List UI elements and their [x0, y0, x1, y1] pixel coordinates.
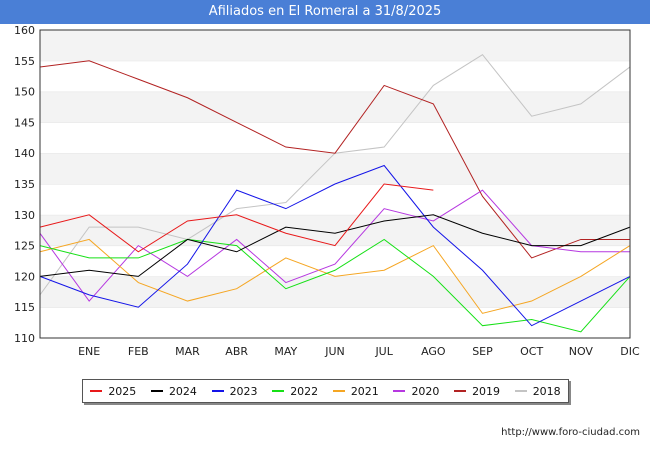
- grid-band: [40, 245, 630, 277]
- y-tick-label: 145: [14, 116, 35, 129]
- legend-item-2025: 2025: [90, 385, 136, 398]
- x-tick-label: AGO: [421, 345, 446, 358]
- grid-band: [40, 214, 630, 246]
- legend-swatch: [211, 390, 224, 392]
- grid-band: [40, 184, 630, 215]
- grid-band: [40, 30, 630, 61]
- legend-item-2019: 2019: [454, 385, 500, 398]
- y-tick-label: 110: [14, 332, 35, 345]
- y-tick-label: 160: [14, 24, 35, 37]
- y-tick-label: 135: [14, 178, 35, 191]
- legend-swatch: [454, 390, 467, 392]
- grid-band: [40, 122, 630, 154]
- x-tick-label: NOV: [569, 345, 594, 358]
- x-tick-label: DIC: [620, 345, 640, 358]
- legend-swatch: [514, 390, 527, 392]
- series-line-2022: [39, 238, 631, 333]
- series-line-2019: [39, 60, 630, 259]
- chart-title: Afiliados en El Romeral a 31/8/2025: [0, 0, 650, 24]
- legend-item-2020: 2020: [393, 385, 439, 398]
- series-lines: [39, 53, 631, 333]
- y-tick-label: 140: [14, 147, 35, 160]
- y-tick-label: 125: [14, 240, 35, 253]
- y-tick-label: 150: [14, 86, 35, 99]
- legend-label: 2021: [350, 384, 379, 398]
- x-tick-label: MAR: [175, 345, 200, 358]
- series-line-2025: [39, 183, 434, 253]
- x-tick-label: JUL: [374, 345, 393, 358]
- y-axis-ticks: 110 115 120 125 130 135 140 145 150 155 160: [14, 24, 35, 345]
- grid-band: [40, 60, 630, 92]
- legend-swatch: [90, 390, 103, 392]
- series-line-2021: [39, 238, 631, 314]
- series-line-2023: [39, 164, 631, 327]
- y-tick-label: 155: [14, 55, 35, 68]
- x-tick-label: FEB: [128, 345, 149, 358]
- legend-swatch: [393, 390, 406, 392]
- y-tick-label: 120: [14, 270, 35, 283]
- footer-url[interactable]: http://www.foro-ciudad.com: [501, 427, 640, 438]
- legend-item-2022: 2022: [272, 385, 318, 398]
- x-tick-label: ABR: [225, 345, 248, 358]
- x-tick-label: ENE: [78, 345, 100, 358]
- legend-swatch: [272, 390, 285, 392]
- x-tick-label: MAY: [274, 345, 297, 358]
- legend-swatch: [332, 390, 345, 392]
- legend-item-2023: 2023: [211, 384, 258, 398]
- legend-label: 2022: [290, 384, 319, 398]
- grid-band: [40, 276, 630, 308]
- legend-item-2021: 2021: [332, 384, 379, 398]
- legend-label: 2023: [229, 384, 258, 398]
- grid-band: [40, 153, 630, 184]
- y-tick-label: 115: [14, 301, 35, 314]
- grid-band: [40, 91, 630, 123]
- legend: 2025 2024 2023 2022 2021 2020 2019 2018: [82, 379, 569, 403]
- legend-label: 2018: [532, 384, 561, 398]
- legend-label: 2024: [168, 384, 197, 398]
- legend-label: 2020: [411, 384, 440, 398]
- x-tick-label: JUN: [324, 345, 345, 358]
- grid-bands: [40, 29, 630, 338]
- y-tick-label: 130: [14, 209, 35, 222]
- x-axis-ticks: ENE FEB MAR ABR MAY JUN JUL AGO SEP OCT NOV DIC: [78, 345, 640, 358]
- legend-item-2024: 2024: [150, 384, 197, 398]
- legend-label: 2025: [108, 384, 137, 398]
- series-line-2024: [39, 214, 631, 277]
- legend-label: 2019: [472, 384, 501, 398]
- plot-border: [39, 29, 631, 339]
- x-tick-label: OCT: [520, 345, 543, 358]
- legend-item-2018: 2018: [514, 384, 561, 398]
- legend-swatch: [150, 390, 163, 392]
- grid-band: [40, 307, 630, 338]
- x-tick-label: SEP: [472, 345, 493, 358]
